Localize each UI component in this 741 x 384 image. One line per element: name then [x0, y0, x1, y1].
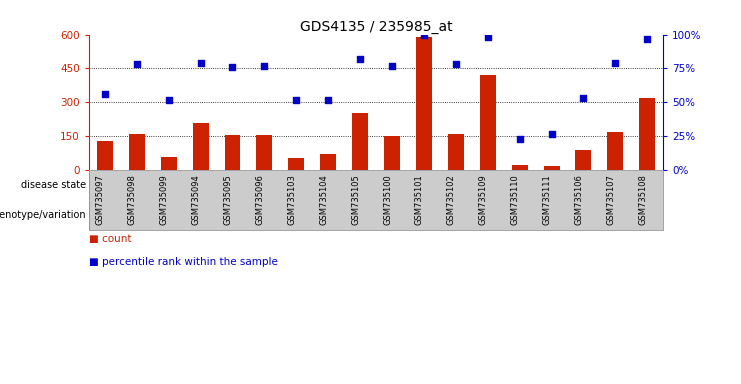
Bar	[639, 98, 655, 170]
Bar	[479, 75, 496, 170]
Text: ■ count: ■ count	[89, 234, 131, 244]
Bar	[536, 201, 663, 230]
Text: GSM735095: GSM735095	[224, 174, 233, 225]
Point	[290, 96, 302, 103]
Text: ApoE ε4 +: ApoE ε4 +	[207, 210, 258, 220]
Bar	[89, 171, 280, 200]
Point	[545, 131, 557, 137]
Bar	[608, 132, 623, 170]
Bar	[352, 113, 368, 170]
Text: GSM735094: GSM735094	[192, 174, 201, 225]
Point	[354, 56, 366, 62]
Text: Braak stage III-IV: Braak stage III-IV	[319, 180, 402, 190]
Point	[482, 34, 494, 40]
Point	[609, 60, 621, 66]
Bar	[288, 158, 305, 170]
Bar	[89, 201, 185, 230]
Bar	[97, 141, 113, 170]
Text: GSM735110: GSM735110	[511, 174, 519, 225]
Text: disease state: disease state	[21, 180, 86, 190]
Bar	[320, 154, 336, 170]
Text: GSM735108: GSM735108	[638, 174, 647, 225]
Bar	[193, 123, 208, 170]
Text: GSM735106: GSM735106	[574, 174, 583, 225]
Text: ■ percentile rank within the sample: ■ percentile rank within the sample	[89, 257, 278, 267]
Point	[227, 64, 239, 70]
Bar	[416, 37, 432, 170]
Bar	[161, 157, 176, 170]
Text: GSM735097: GSM735097	[96, 174, 105, 225]
Bar	[344, 201, 440, 230]
Text: ApoE ε4 -: ApoE ε4 -	[465, 210, 511, 220]
Point	[99, 91, 111, 97]
Bar	[256, 135, 273, 170]
Bar	[384, 136, 400, 170]
Text: GSM735098: GSM735098	[127, 174, 137, 225]
Text: GSM735111: GSM735111	[542, 174, 551, 225]
Text: GSM735105: GSM735105	[351, 174, 360, 225]
Point	[163, 96, 175, 103]
Title: GDS4135 / 235985_at: GDS4135 / 235985_at	[300, 20, 452, 33]
Bar	[185, 201, 280, 230]
Bar	[511, 165, 528, 170]
Text: GSM735099: GSM735099	[159, 174, 169, 225]
Bar	[129, 134, 144, 170]
Bar	[544, 166, 559, 170]
Bar	[440, 171, 663, 200]
Point	[577, 95, 589, 101]
Point	[450, 61, 462, 68]
Text: GSM735109: GSM735109	[479, 174, 488, 225]
Text: GSM735103: GSM735103	[288, 174, 296, 225]
Bar	[225, 135, 241, 170]
Text: GSM735101: GSM735101	[415, 174, 424, 225]
Text: ApoE ε4 +: ApoE ε4 +	[574, 210, 625, 220]
Text: ApoE ε4 -: ApoE ε4 -	[289, 210, 336, 220]
Text: ApoE ε4 +: ApoE ε4 +	[367, 210, 417, 220]
Bar	[280, 201, 344, 230]
Bar	[280, 171, 440, 200]
Point	[195, 60, 207, 66]
Text: GSM735104: GSM735104	[319, 174, 328, 225]
Text: GSM735096: GSM735096	[256, 174, 265, 225]
Point	[418, 31, 430, 38]
Text: GSM735107: GSM735107	[606, 174, 615, 225]
Text: genotype/variation: genotype/variation	[0, 210, 86, 220]
Text: GSM735100: GSM735100	[383, 174, 392, 225]
Point	[259, 63, 270, 69]
Point	[641, 36, 653, 42]
Text: ApoE ε4 -: ApoE ε4 -	[113, 210, 160, 220]
Point	[514, 136, 525, 142]
Point	[131, 61, 143, 68]
Text: Braak stage I-II: Braak stage I-II	[147, 180, 222, 190]
Point	[322, 96, 334, 103]
Point	[386, 63, 398, 69]
Bar	[448, 134, 464, 170]
Bar	[440, 201, 536, 230]
Bar	[576, 150, 591, 170]
Text: GSM735102: GSM735102	[447, 174, 456, 225]
Text: Braak stage V-VI: Braak stage V-VI	[511, 180, 591, 190]
